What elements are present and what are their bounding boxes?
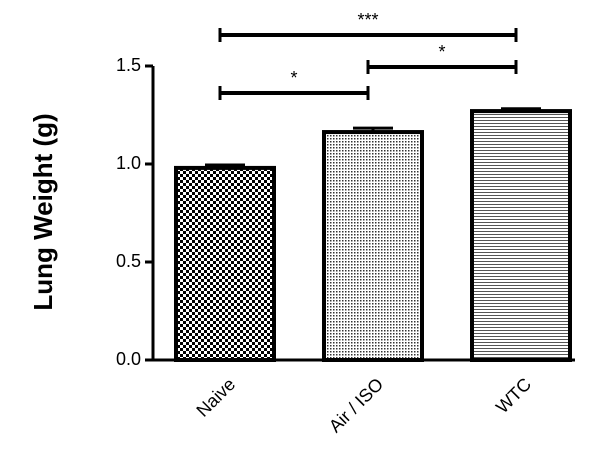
bar xyxy=(470,109,572,362)
x-tick-label: Air / ISO xyxy=(325,374,387,436)
y-tick-label: 0.5 xyxy=(116,251,141,271)
x-tick-label: Naive xyxy=(192,374,239,421)
bar xyxy=(322,130,424,362)
significance-label: * xyxy=(438,42,445,62)
bar xyxy=(174,165,276,362)
x-tick-label: WTC xyxy=(492,374,535,417)
y-tick-label: 0.0 xyxy=(116,349,141,369)
y-tick-label: 1.5 xyxy=(116,55,141,75)
y-axis-label: Lung Weight (g) xyxy=(28,113,58,310)
significance-label: *** xyxy=(357,10,378,30)
significance-label: * xyxy=(290,68,297,88)
y-tick-label: 1.0 xyxy=(116,153,141,173)
